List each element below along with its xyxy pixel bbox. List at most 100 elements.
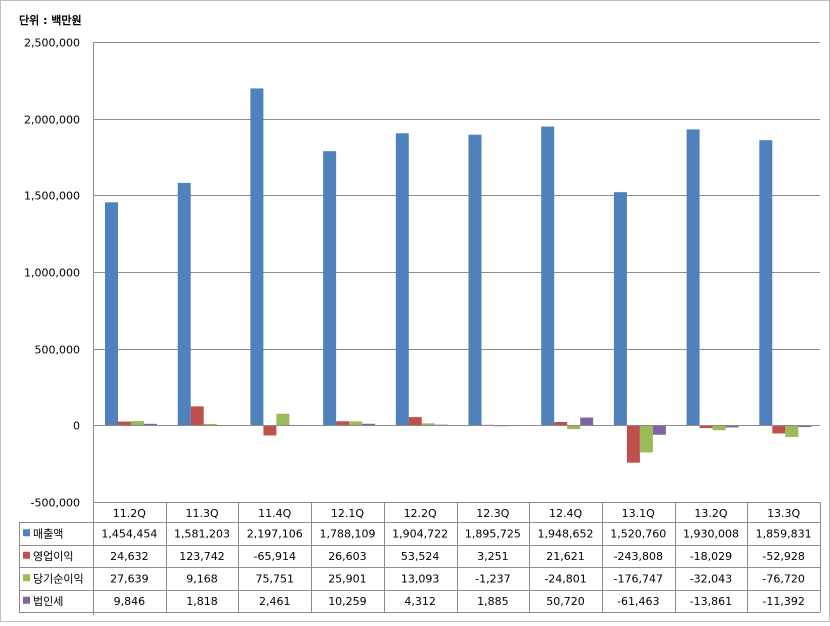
data-label: -65,914 bbox=[254, 550, 296, 563]
x-tick-label: 12.1Q bbox=[331, 507, 364, 520]
x-tick-label: 12.4Q bbox=[549, 507, 582, 520]
data-label: 1,818 bbox=[186, 595, 218, 608]
data-label: -243,808 bbox=[614, 550, 663, 563]
legend-swatch bbox=[23, 551, 30, 559]
data-label: 9,846 bbox=[114, 595, 146, 608]
bar-1 bbox=[686, 129, 700, 426]
data-label: 75,751 bbox=[256, 572, 295, 585]
bar-3 bbox=[639, 425, 653, 453]
bar-2 bbox=[772, 425, 786, 434]
data-label: 1,788,109 bbox=[319, 527, 375, 540]
legend-swatch bbox=[23, 529, 30, 537]
x-tick-label: 13.2Q bbox=[694, 507, 727, 520]
y-tick-label: 1,500,000 bbox=[24, 190, 80, 203]
data-label: 50,720 bbox=[546, 595, 585, 608]
data-label: 9,168 bbox=[186, 572, 218, 585]
bar-4 bbox=[652, 425, 666, 435]
bar-3 bbox=[203, 423, 217, 426]
bar-1 bbox=[468, 134, 482, 426]
data-label: 1,930,008 bbox=[683, 527, 739, 540]
data-label: -61,463 bbox=[617, 595, 659, 608]
data-label: 53,524 bbox=[401, 550, 440, 563]
data-label: 10,259 bbox=[328, 595, 367, 608]
y-tick-label: -500,000 bbox=[31, 497, 80, 510]
legend-swatch bbox=[23, 574, 30, 582]
bar-2 bbox=[626, 425, 640, 463]
y-tick-label: 2,500,000 bbox=[24, 37, 80, 50]
bar-2 bbox=[408, 417, 422, 426]
data-label: -18,029 bbox=[690, 550, 732, 563]
bar-4 bbox=[798, 425, 812, 428]
data-label: 26,603 bbox=[328, 550, 367, 563]
data-label: 25,901 bbox=[328, 572, 367, 585]
bar-2 bbox=[336, 421, 350, 426]
bar-3 bbox=[567, 425, 581, 430]
legend-label: 법인세 bbox=[33, 595, 63, 608]
data-label: 1,581,203 bbox=[174, 527, 230, 540]
data-label: 24,632 bbox=[110, 550, 149, 563]
data-label: -1,237 bbox=[475, 572, 510, 585]
data-label: -76,720 bbox=[762, 572, 804, 585]
x-tick-label: 11.3Q bbox=[185, 507, 218, 520]
data-label: -32,043 bbox=[690, 572, 732, 585]
bar-3 bbox=[131, 421, 144, 426]
bar-4 bbox=[362, 423, 376, 426]
data-label: -52,928 bbox=[762, 550, 804, 563]
bar-2 bbox=[263, 425, 277, 436]
data-label: 1,454,454 bbox=[101, 527, 157, 540]
bar-1 bbox=[105, 202, 118, 426]
bar-1 bbox=[250, 88, 264, 426]
data-label: 21,621 bbox=[546, 550, 585, 563]
bar-1 bbox=[541, 126, 555, 426]
x-tick-label: 13.3Q bbox=[767, 507, 800, 520]
data-label: 2,461 bbox=[259, 595, 291, 608]
bar-2 bbox=[118, 421, 131, 426]
bar-3 bbox=[712, 425, 726, 431]
bar-4 bbox=[144, 423, 157, 426]
x-tick-label: 11.2Q bbox=[113, 507, 146, 520]
bar-1 bbox=[395, 133, 409, 426]
data-label: 4,312 bbox=[404, 595, 436, 608]
data-label: -24,801 bbox=[544, 572, 586, 585]
data-label: 1,904,722 bbox=[392, 527, 448, 540]
bar-3 bbox=[276, 413, 290, 426]
bar-4 bbox=[725, 425, 739, 428]
data-label: 123,742 bbox=[179, 550, 225, 563]
data-label: -13,861 bbox=[690, 595, 732, 608]
bar-3 bbox=[349, 421, 363, 426]
x-tick-label: 12.3Q bbox=[476, 507, 509, 520]
bar-2 bbox=[699, 425, 713, 429]
bar-4 bbox=[580, 417, 594, 426]
data-label: -11,392 bbox=[762, 595, 804, 608]
data-label: 1,885 bbox=[477, 595, 509, 608]
y-tick-label: 500,000 bbox=[35, 344, 81, 357]
unit-label: 단위 : 백만원 bbox=[19, 13, 82, 27]
data-label: 13,093 bbox=[401, 572, 440, 585]
x-tick-label: 11.4Q bbox=[258, 507, 291, 520]
data-label: 1,520,760 bbox=[610, 527, 666, 540]
y-tick-label: 2,000,000 bbox=[24, 114, 80, 127]
bar-1 bbox=[613, 192, 627, 426]
data-label: 1,859,831 bbox=[756, 527, 812, 540]
data-label: -176,747 bbox=[614, 572, 663, 585]
bar-1 bbox=[323, 151, 337, 426]
legend-swatch bbox=[23, 596, 30, 604]
bar-1 bbox=[759, 140, 773, 426]
bar-2 bbox=[190, 406, 204, 426]
data-label: 1,948,652 bbox=[538, 527, 594, 540]
legend-label: 영업이익 bbox=[33, 550, 73, 563]
y-tick-label: 1,000,000 bbox=[24, 267, 80, 280]
data-label: 1,895,725 bbox=[465, 527, 521, 540]
x-tick-label: 12.2Q bbox=[404, 507, 437, 520]
data-label: 2,197,106 bbox=[247, 527, 303, 540]
data-label: 3,251 bbox=[477, 550, 509, 563]
legend-label: 매출액 bbox=[33, 527, 63, 540]
bar-2 bbox=[554, 422, 568, 426]
data-label: 27,639 bbox=[110, 572, 149, 585]
bar-3 bbox=[785, 425, 799, 438]
legend-label: 당기순이익 bbox=[33, 572, 84, 585]
bar-3 bbox=[421, 423, 435, 426]
bar-1 bbox=[177, 182, 191, 426]
